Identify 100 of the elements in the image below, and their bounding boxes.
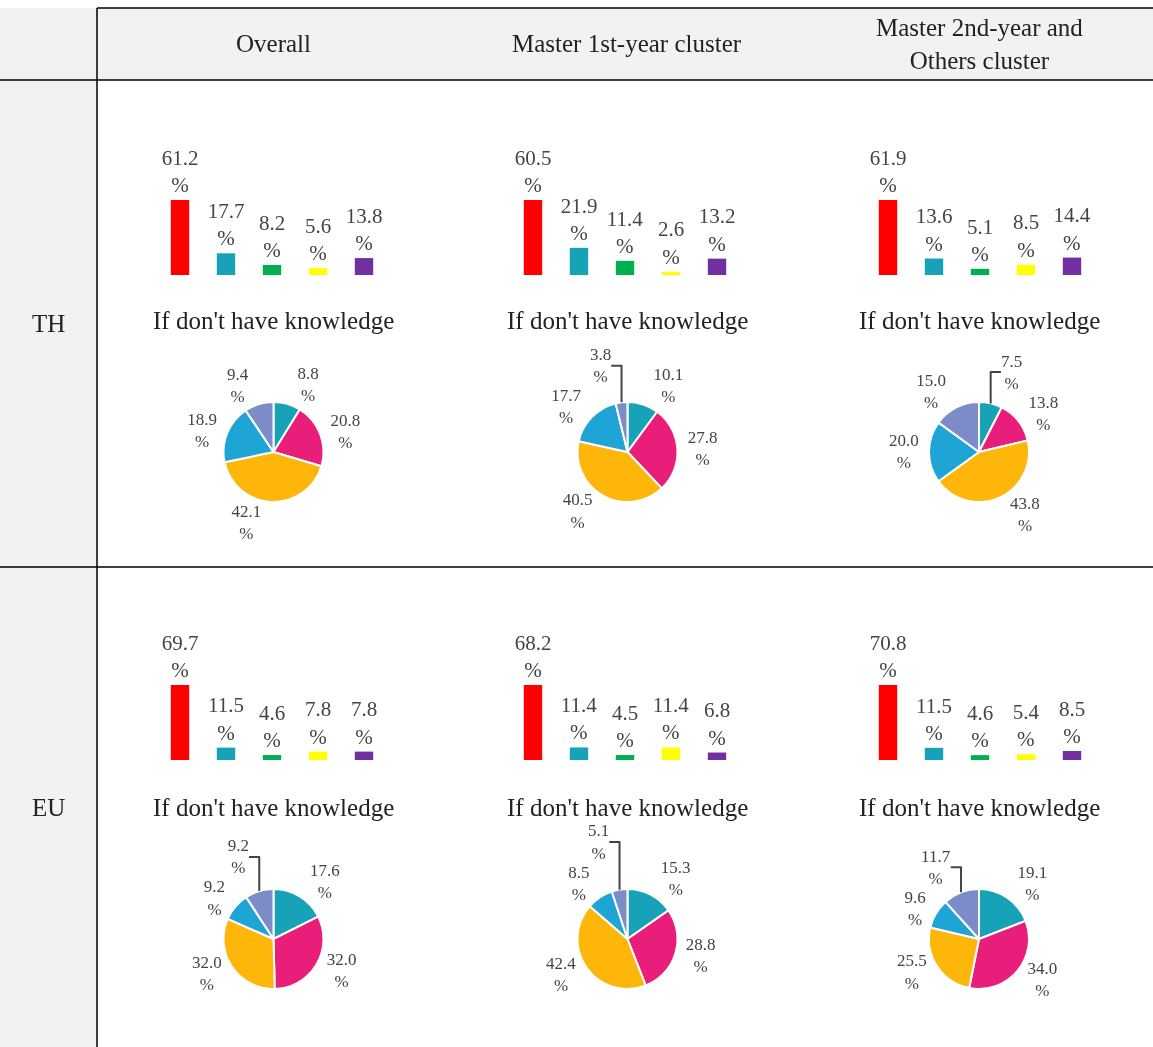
data-label: 61.2 %: [161, 145, 199, 197]
text: EU: [32, 794, 66, 821]
data-label: 40.5 %: [562, 490, 593, 532]
data-label: 28.8 %: [685, 934, 716, 976]
bar: [707, 752, 727, 760]
bar: [216, 253, 236, 275]
data-label: 8.5 %: [568, 862, 590, 904]
bar: [707, 258, 727, 275]
data-label: 17.7 %: [207, 199, 245, 251]
data-label: 68.2 %: [514, 630, 552, 682]
bar: [878, 685, 898, 760]
bar: [1016, 264, 1036, 275]
bar: [661, 747, 681, 760]
data-label: 8.5 %: [1012, 210, 1040, 262]
data-label: 5.4 %: [1012, 699, 1040, 752]
text: Overall: [236, 30, 312, 57]
text: Master 1st-year cluster: [512, 30, 742, 57]
bar: [170, 200, 190, 275]
data-label: 17.7 %: [551, 386, 582, 428]
data-label: 70.8 %: [869, 630, 907, 682]
data-label: 8.5 %: [1058, 696, 1086, 748]
bar: [216, 747, 236, 760]
data-label: 32.0 %: [191, 952, 222, 994]
bar: [615, 260, 635, 275]
chart-title: If don't have knowledge: [153, 794, 395, 821]
bar: [170, 685, 190, 760]
data-label: 13.2 %: [698, 204, 736, 256]
bar: [569, 247, 589, 275]
bar: [661, 271, 681, 275]
data-label: 8.2 %: [258, 210, 286, 262]
chart-title: If don't have knowledge: [859, 794, 1101, 821]
data-label: 2.6 %: [657, 217, 685, 269]
data-label: 21.9 %: [560, 193, 598, 245]
data-label: 9.6 %: [904, 887, 926, 929]
data-label: 42.4 %: [546, 954, 577, 996]
data-label: 32.0 %: [326, 949, 357, 991]
bar: [1062, 751, 1082, 760]
chart-title: If don't have knowledge: [153, 307, 395, 334]
bar: [569, 747, 589, 760]
bar: [523, 200, 543, 275]
bar: [262, 264, 282, 275]
data-label: 4.6 %: [966, 700, 994, 753]
data-label: 42.1 %: [231, 501, 262, 544]
data-label: 11.4 %: [560, 693, 598, 745]
data-label: 11.4 %: [606, 206, 644, 258]
chart-title: If don't have knowledge: [507, 794, 749, 821]
data-label: 61.9 %: [869, 145, 907, 197]
data-label: 25.5 %: [896, 951, 927, 993]
data-label: 34.0 %: [1027, 959, 1058, 1001]
data-label: 20.0 %: [888, 431, 919, 473]
data-label: 18.9 %: [187, 409, 217, 451]
data-label: 5.1 %: [966, 214, 994, 266]
data-label: 11.4 %: [652, 693, 690, 745]
chart-title: If don't have knowledge: [859, 307, 1101, 334]
bar: [970, 755, 990, 760]
bar: [970, 268, 990, 275]
bar: [523, 685, 543, 760]
data-label: 13.8 %: [345, 203, 383, 256]
data-label: 11.7 %: [921, 846, 951, 888]
data-label: 13.6 %: [915, 204, 953, 256]
data-label: 8.8 %: [297, 364, 319, 406]
bar: [354, 258, 374, 275]
data-label: 5.1 %: [588, 821, 610, 863]
data-label: 43.8 %: [1010, 493, 1040, 535]
data-label: 11.5 %: [208, 693, 244, 745]
bar: [354, 751, 374, 760]
data-label: 13.8 %: [1028, 392, 1059, 434]
data-label: 11.5 %: [916, 693, 952, 745]
data-label: 9.4 %: [226, 364, 249, 406]
data-label: 19.1 %: [1017, 863, 1048, 905]
data-label: 7.8 %: [304, 697, 332, 749]
bar: [308, 751, 328, 760]
data-label: 60.5 %: [514, 145, 552, 197]
data-label: 3.8 %: [590, 345, 612, 387]
bar: [924, 747, 944, 760]
data-label: 9.2 %: [227, 836, 249, 878]
data-label: 10.1 %: [653, 365, 684, 407]
data-label: 4.5 %: [611, 700, 639, 753]
data-label: 17.6 %: [310, 861, 340, 903]
bar: [615, 755, 635, 760]
bar: [1016, 754, 1036, 760]
text: Master 2nd-year and Others cluster: [876, 14, 1084, 74]
bar: [1062, 257, 1082, 275]
text: TH: [32, 310, 66, 337]
data-label: 15.3 %: [660, 857, 691, 900]
data-label: 4.6 %: [258, 700, 286, 753]
bar: [878, 200, 898, 275]
chart-title: If don't have knowledge: [507, 307, 749, 334]
bar: [308, 268, 328, 275]
data-label: 14.4 %: [1053, 203, 1091, 255]
data-label: 6.8 %: [703, 698, 731, 750]
data-label: 20.8 %: [330, 411, 361, 453]
data-label: 9.2 %: [203, 877, 226, 919]
data-label: 5.6 %: [304, 213, 332, 266]
data-label: 15.0 %: [916, 370, 947, 412]
data-label: 7.8 %: [350, 697, 378, 749]
bar: [924, 258, 944, 275]
data-label: 69.7 %: [161, 630, 199, 682]
data-label: 7.5 %: [1000, 351, 1023, 393]
bar: [262, 755, 282, 760]
